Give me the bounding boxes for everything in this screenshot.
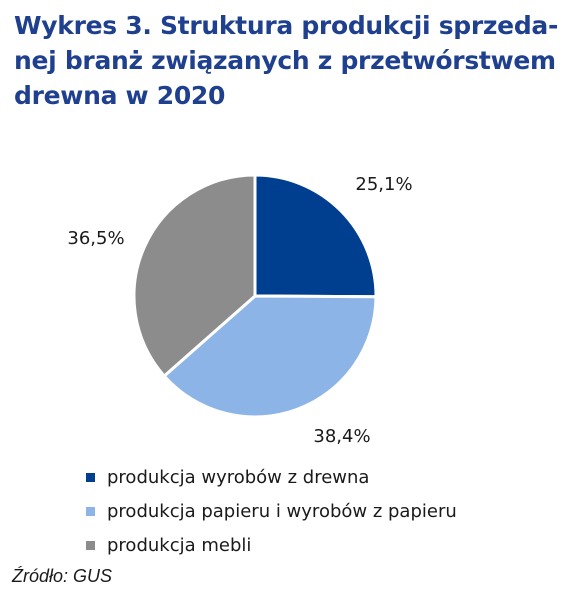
pie-slice-furniture: [132, 173, 257, 378]
legend-item-paper: produkcja papieru i wyrobów z papieru: [86, 494, 457, 528]
legend: produkcja wyrobów z drewna produkcja pap…: [86, 460, 457, 562]
legend-label-wood: produkcja wyrobów z drewna: [107, 466, 370, 488]
legend-label-paper: produkcja papieru i wyrobów z papieru: [107, 500, 457, 522]
legend-item-furniture: produkcja mebli: [86, 528, 457, 562]
pie-slice-wood: [253, 173, 378, 299]
legend-label-furniture: produkcja mebli: [107, 534, 252, 556]
legend-item-wood: produkcja wyrobów z drewna: [86, 460, 457, 494]
pie-label-furniture: 36,5%: [67, 228, 124, 249]
chart-title: Wykres 3. Struktura produkcji sprzeda- n…: [14, 8, 559, 113]
legend-swatch-furniture: [86, 540, 95, 550]
chart-title-line-1: Wykres 3. Struktura produkcji sprzeda-: [14, 11, 559, 40]
chart-title-line-3: drewna w 2020: [14, 81, 226, 110]
source-note: Źródło: GUS: [12, 566, 113, 586]
pie-label-wood: 25,1%: [355, 174, 412, 195]
legend-swatch-paper: [86, 506, 95, 516]
chart-title-line-2: nej branż związanych z przetwórstwem: [14, 46, 556, 75]
legend-swatch-wood: [86, 472, 95, 482]
pie-slice-paper: [162, 294, 378, 419]
pie-label-paper: 38,4%: [313, 426, 370, 447]
